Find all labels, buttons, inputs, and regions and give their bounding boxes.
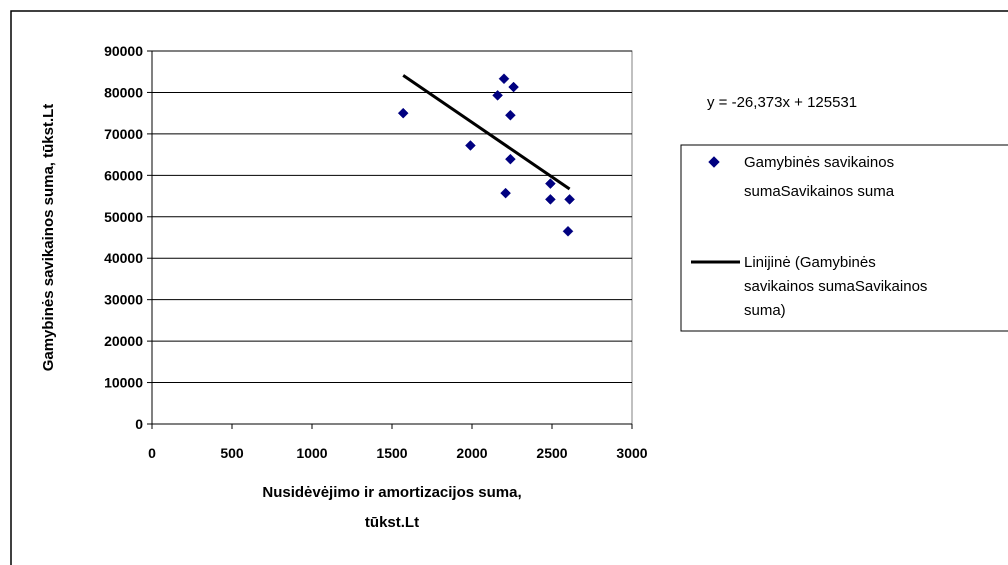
y-tick-label: 70000 — [104, 126, 143, 142]
legend-marker-diamond — [708, 156, 720, 168]
trendline-equation: y = -26,373x + 125531 — [707, 94, 857, 111]
legend-label-scatter: sumaSavikainos suma — [744, 183, 895, 200]
data-point — [564, 194, 575, 205]
data-point — [562, 225, 574, 237]
data-point — [508, 81, 519, 93]
x-axis-title-line: Nusidėvėjimo ir amortizacijos suma, — [262, 484, 521, 501]
x-tick-label: 2000 — [456, 445, 487, 461]
legend-label-trendline: suma) — [744, 302, 786, 319]
x-tick-label: 1000 — [296, 445, 327, 461]
x-tick-label: 0 — [148, 445, 156, 461]
y-axis-title: Gamybinės savikainos suma, tūkst.Lt — [40, 104, 57, 372]
data-point — [492, 89, 503, 101]
x-tick-label: 3000 — [616, 445, 647, 461]
y-tick-label: 40000 — [104, 250, 143, 266]
data-point — [498, 73, 510, 85]
y-tick-label: 90000 — [104, 43, 143, 59]
data-point — [505, 153, 516, 165]
y-tick-label: 50000 — [104, 209, 143, 225]
x-tick-label: 500 — [220, 445, 244, 461]
y-tick-label: 30000 — [104, 292, 143, 308]
x-tick-label: 1500 — [376, 445, 407, 461]
data-point — [500, 187, 511, 199]
y-tick-label: 60000 — [104, 167, 143, 183]
data-point — [397, 107, 409, 119]
axis-titles: Nusidėvėjimo ir amortizacijos suma, tūkst… — [40, 104, 522, 531]
axes — [147, 50, 633, 429]
data-point — [545, 178, 556, 189]
data-point — [505, 109, 516, 121]
data-point — [545, 194, 556, 205]
legend: Gamybinės savikainos sumaSavikainos suma L… — [680, 144, 1008, 332]
legend-label-trendline: Linijinė (Gamybinės — [744, 254, 876, 271]
gridlines — [152, 50, 632, 384]
plot-area — [151, 50, 633, 425]
legend-label-trendline: savikainos sumaSavikainos — [744, 278, 927, 295]
data-point — [465, 140, 476, 151]
y-tick-label: 80000 — [104, 84, 143, 100]
data-series — [397, 73, 575, 237]
y-tick-label: 10000 — [104, 375, 143, 391]
y-tick-label: 20000 — [104, 333, 143, 349]
y-tick-label: 0 — [135, 416, 143, 432]
legend-box — [680, 144, 1008, 332]
tick-labels: 0100002000030000400005000060000700008000… — [104, 43, 648, 461]
trendline — [402, 74, 571, 191]
legend-label-scatter: Gamybinės savikainos — [744, 154, 894, 171]
x-tick-label: 2500 — [536, 445, 567, 461]
x-axis-title-line: tūkst.Lt — [365, 514, 419, 531]
